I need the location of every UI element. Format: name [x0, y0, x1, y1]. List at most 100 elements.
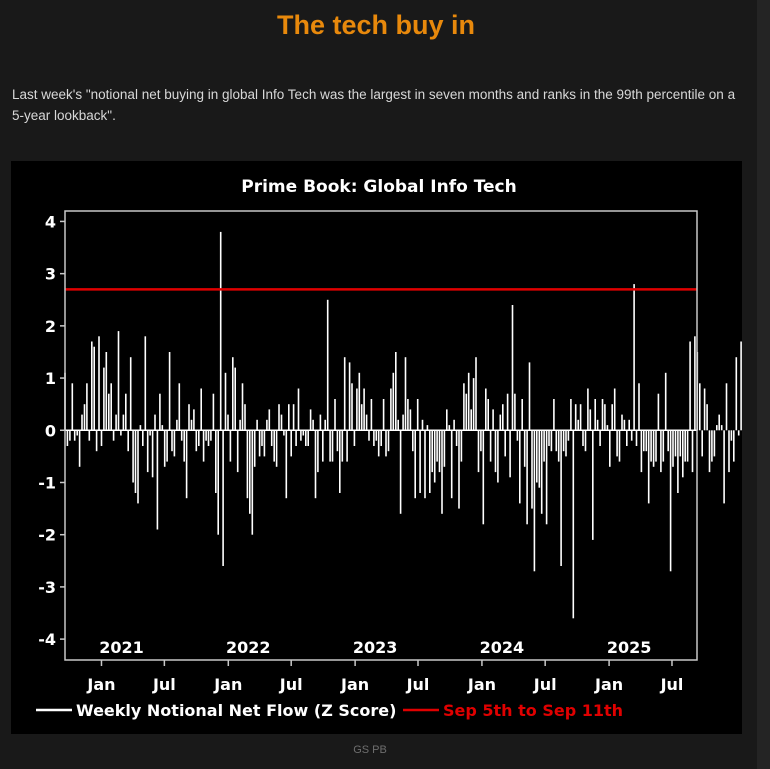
- year-label: 2023: [353, 638, 398, 657]
- flow-bar: [579, 404, 582, 431]
- flow-bar: [326, 299, 329, 431]
- flow-bar: [358, 372, 361, 431]
- flow-bar: [351, 383, 353, 431]
- flow-bar: [193, 409, 195, 431]
- flow-bar: [322, 430, 324, 462]
- year-label: 2022: [226, 638, 271, 657]
- flow-bar: [438, 430, 441, 473]
- flow-bar: [210, 430, 212, 441]
- flow-bar: [514, 393, 516, 431]
- flow-bar: [475, 357, 477, 431]
- flow-bar: [660, 430, 662, 473]
- flow-bar: [582, 430, 584, 446]
- flow-bar: [234, 367, 236, 431]
- flow-bar: [95, 430, 98, 452]
- flow-bar: [662, 430, 665, 462]
- flow-bar: [689, 341, 691, 431]
- flow-bar: [404, 357, 407, 431]
- flow-bar: [360, 404, 363, 431]
- flow-bar: [519, 430, 521, 504]
- flow-bar: [154, 414, 156, 431]
- y-tick-label: 4: [45, 212, 56, 231]
- flow-bar: [502, 404, 504, 431]
- flow-bar: [472, 378, 475, 431]
- intro-paragraph: Last week's "notional net buying in glob…: [12, 87, 736, 123]
- flow-bar: [485, 388, 487, 431]
- flow-bar: [606, 425, 609, 431]
- flow-bar: [268, 409, 271, 431]
- flow-bar: [190, 419, 193, 431]
- flow-bar: [487, 399, 489, 431]
- flow-bar: [83, 404, 86, 431]
- flow-bar: [215, 430, 217, 493]
- flow-bar: [356, 388, 358, 431]
- flow-bar: [108, 393, 110, 431]
- flow-bar: [455, 430, 458, 446]
- flow-bar: [307, 430, 309, 446]
- flow-bar: [171, 430, 173, 452]
- flow-bar: [144, 336, 147, 431]
- flow-bar: [467, 372, 470, 431]
- flow-bar: [664, 372, 667, 431]
- flow-bar: [733, 430, 735, 462]
- flow-bar: [613, 388, 616, 431]
- flow-bar: [645, 430, 648, 452]
- x-tick-label: Jan: [213, 675, 242, 694]
- flow-bar: [421, 419, 424, 431]
- year-label: 2021: [99, 638, 144, 657]
- flow-bar: [572, 430, 575, 619]
- flow-bar: [399, 430, 402, 514]
- flow-bar: [91, 341, 93, 431]
- flow-bar: [691, 430, 694, 473]
- flow-bar: [592, 430, 594, 540]
- flow-bar: [448, 425, 451, 431]
- chart-panel: Prime Book: Global Info Tech 4 3 2 1 0 -1 -2 -3…: [11, 161, 742, 734]
- flow-bar: [373, 430, 375, 446]
- flow-bar: [365, 414, 368, 431]
- flow-bar: [395, 352, 397, 431]
- flow-bar: [616, 430, 618, 457]
- flow-bar: [511, 305, 514, 431]
- flow-bar: [137, 430, 139, 504]
- x-tick-label: Jan: [86, 675, 115, 694]
- flow-bar: [336, 430, 339, 452]
- flow-bar: [506, 393, 509, 431]
- flow-bar: [149, 430, 151, 436]
- flow-bar: [198, 430, 200, 446]
- flow-bar: [392, 372, 395, 431]
- flow-bar: [202, 430, 205, 462]
- flow-bar: [540, 430, 543, 514]
- flow-bar: [706, 404, 708, 431]
- flow-bar: [643, 430, 645, 452]
- flow-bar: [672, 430, 674, 467]
- flow-bar: [375, 430, 378, 441]
- legend-label-highlight: Sep 5th to Sep 11th: [443, 701, 623, 720]
- flow-bar: [120, 430, 122, 436]
- flow-bar: [711, 430, 713, 462]
- flow-bar: [134, 430, 137, 493]
- flow-bar: [159, 393, 161, 431]
- y-tick-label: -3: [38, 578, 56, 597]
- flow-bar: [251, 430, 254, 535]
- flow-bar: [105, 352, 108, 431]
- flow-bar: [297, 388, 300, 431]
- flow-bar: [730, 430, 733, 441]
- flow-bar: [441, 430, 443, 514]
- flow-bar: [278, 404, 280, 431]
- flow-bar: [682, 430, 684, 478]
- flow-bar: [370, 399, 373, 431]
- flow-bar: [458, 430, 460, 509]
- flow-bar: [176, 419, 178, 431]
- flow-bar: [258, 430, 261, 457]
- flow-bar: [509, 430, 511, 478]
- flow-bar: [139, 425, 142, 431]
- flow-bar: [270, 430, 273, 446]
- y-tick-label: -1: [38, 473, 56, 492]
- flow-bar: [309, 409, 312, 431]
- flow-bar: [115, 414, 117, 431]
- flow-bar: [424, 430, 426, 499]
- flow-bar: [728, 430, 730, 473]
- flow-bar: [314, 430, 317, 499]
- flow-bar: [409, 409, 412, 431]
- y-tick-label: -2: [38, 526, 56, 545]
